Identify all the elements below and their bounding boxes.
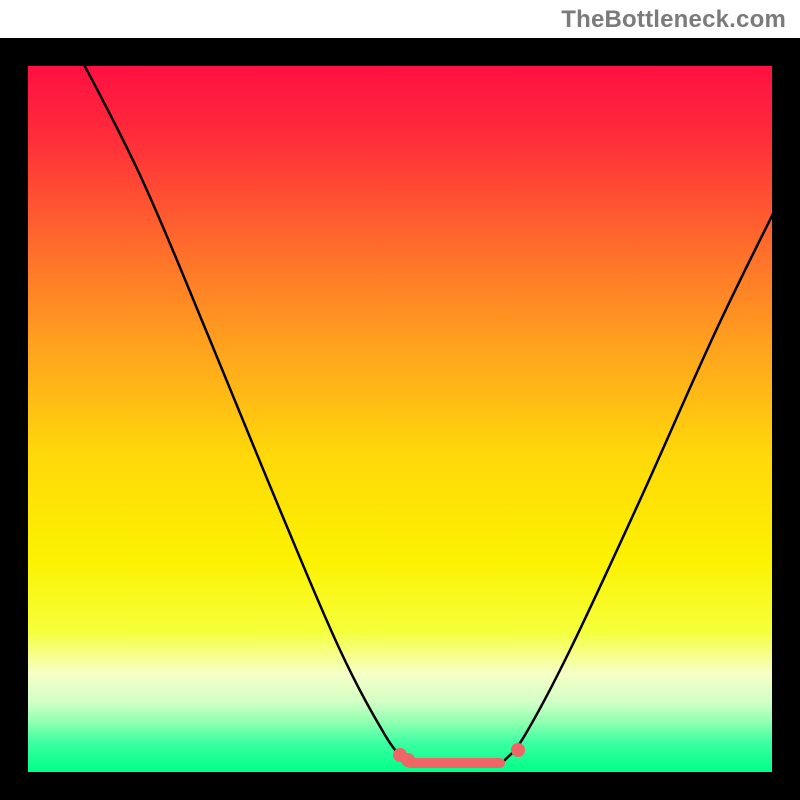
- bottom-marker-dot: [511, 743, 525, 757]
- watermark-text: TheBottleneck.com: [561, 6, 786, 34]
- chart-container: TheBottleneck.com: [0, 0, 800, 800]
- bottom-band: [405, 758, 505, 768]
- bottom-marker-dot: [401, 753, 415, 767]
- bottleneck-chart: [0, 0, 800, 800]
